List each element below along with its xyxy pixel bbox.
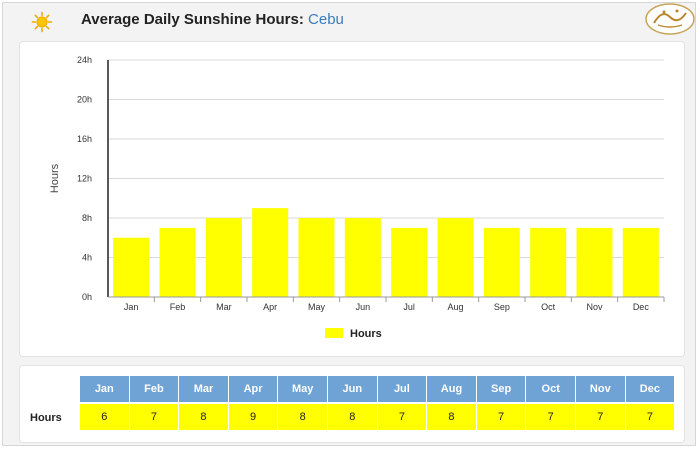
y-tick-label: 12h [77, 174, 92, 184]
x-tick-label: May [308, 302, 326, 312]
x-tick-label: Nov [586, 302, 603, 312]
bar-nov [576, 227, 613, 297]
y-axis-label: Hours [49, 163, 61, 193]
bar-may [298, 218, 335, 297]
bar-dec [622, 227, 659, 297]
sun-icon [31, 11, 53, 33]
widget-container: Average Daily Sunshine Hours: Cebu 0h 4h 8… [2, 2, 696, 446]
table-header-jul: Jul [377, 376, 428, 402]
table-header-mar: Mar [179, 376, 229, 402]
x-tick-label: Jul [403, 302, 415, 312]
table-header-apr: Apr [228, 376, 279, 402]
table-cell-oct: 7 [526, 404, 576, 430]
table-cell-dec: 7 [625, 404, 676, 430]
bar-jun [344, 218, 381, 297]
bar-feb [159, 227, 196, 297]
city-name: Cebu [308, 11, 344, 28]
x-tick-label: Oct [541, 302, 556, 312]
x-tick-label: Aug [447, 302, 463, 312]
legend-label: Hours [350, 328, 382, 340]
x-tick-label: Dec [633, 302, 650, 312]
bar-jul [391, 227, 428, 297]
site-logo [645, 3, 695, 35]
bar-mar [205, 218, 242, 297]
legend-swatch [325, 328, 343, 338]
table-cell-jun: 8 [328, 404, 378, 430]
bar-oct [530, 227, 567, 297]
table-cell-sep: 7 [476, 404, 527, 430]
table-header-nov: Nov [576, 376, 626, 402]
table-cell-nov: 7 [576, 404, 626, 430]
y-tick-label: 8h [82, 213, 92, 223]
table-cell-jul: 7 [377, 404, 428, 430]
table-header-jan: Jan [80, 376, 130, 402]
y-tick-label: 24h [77, 55, 92, 65]
table-header-jun: Jun [328, 376, 378, 402]
table-cell-may: 8 [278, 404, 328, 430]
bar-apr [252, 208, 289, 297]
table-cell-jan: 6 [80, 404, 130, 430]
x-tick-label: Apr [263, 302, 277, 312]
table-cell-feb: 7 [129, 404, 180, 430]
bar-sep [483, 227, 520, 297]
table-header-sep: Sep [476, 376, 527, 402]
chart-panel: 0h 4h 8h 12h 16h 20h 24h Hours Jan Feb Mar Apr May Ju… [19, 41, 685, 357]
table-header-may: May [278, 376, 328, 402]
table-header-feb: Feb [129, 376, 180, 402]
x-tick-label: Jun [356, 302, 371, 312]
title-text: Average Daily Sunshine Hours: [81, 11, 304, 28]
bar-aug [437, 218, 474, 297]
table-row-label: Hours [30, 412, 62, 424]
table-cell-apr: 9 [228, 404, 279, 430]
table-header-dec: Dec [625, 376, 676, 402]
header: Average Daily Sunshine Hours: Cebu [3, 3, 697, 35]
bar-jan [113, 237, 150, 297]
y-tick-label: 0h [82, 292, 92, 302]
x-tick-label: Mar [216, 302, 232, 312]
table-cell-aug: 8 [427, 404, 477, 430]
x-tick-label: Jan [124, 302, 139, 312]
x-tick-label: Sep [494, 302, 510, 312]
table-cell-mar: 8 [179, 404, 229, 430]
y-tick-label: 20h [77, 95, 92, 105]
y-tick-label: 4h [82, 253, 92, 263]
y-tick-label: 16h [77, 134, 92, 144]
data-table: Hours Jan 6 Feb 7 Mar 8 Apr 9 May 8 Jun 8 Jul 7 Aug 8 Se… [19, 365, 685, 443]
x-tick-label: Feb [170, 302, 186, 312]
page-title: Average Daily Sunshine Hours: Cebu [81, 11, 344, 28]
bar-chart: 0h 4h 8h 12h 16h 20h 24h Hours Jan Feb Mar Apr May Ju… [49, 55, 665, 340]
table-header-oct: Oct [526, 376, 576, 402]
table-header-aug: Aug [427, 376, 477, 402]
